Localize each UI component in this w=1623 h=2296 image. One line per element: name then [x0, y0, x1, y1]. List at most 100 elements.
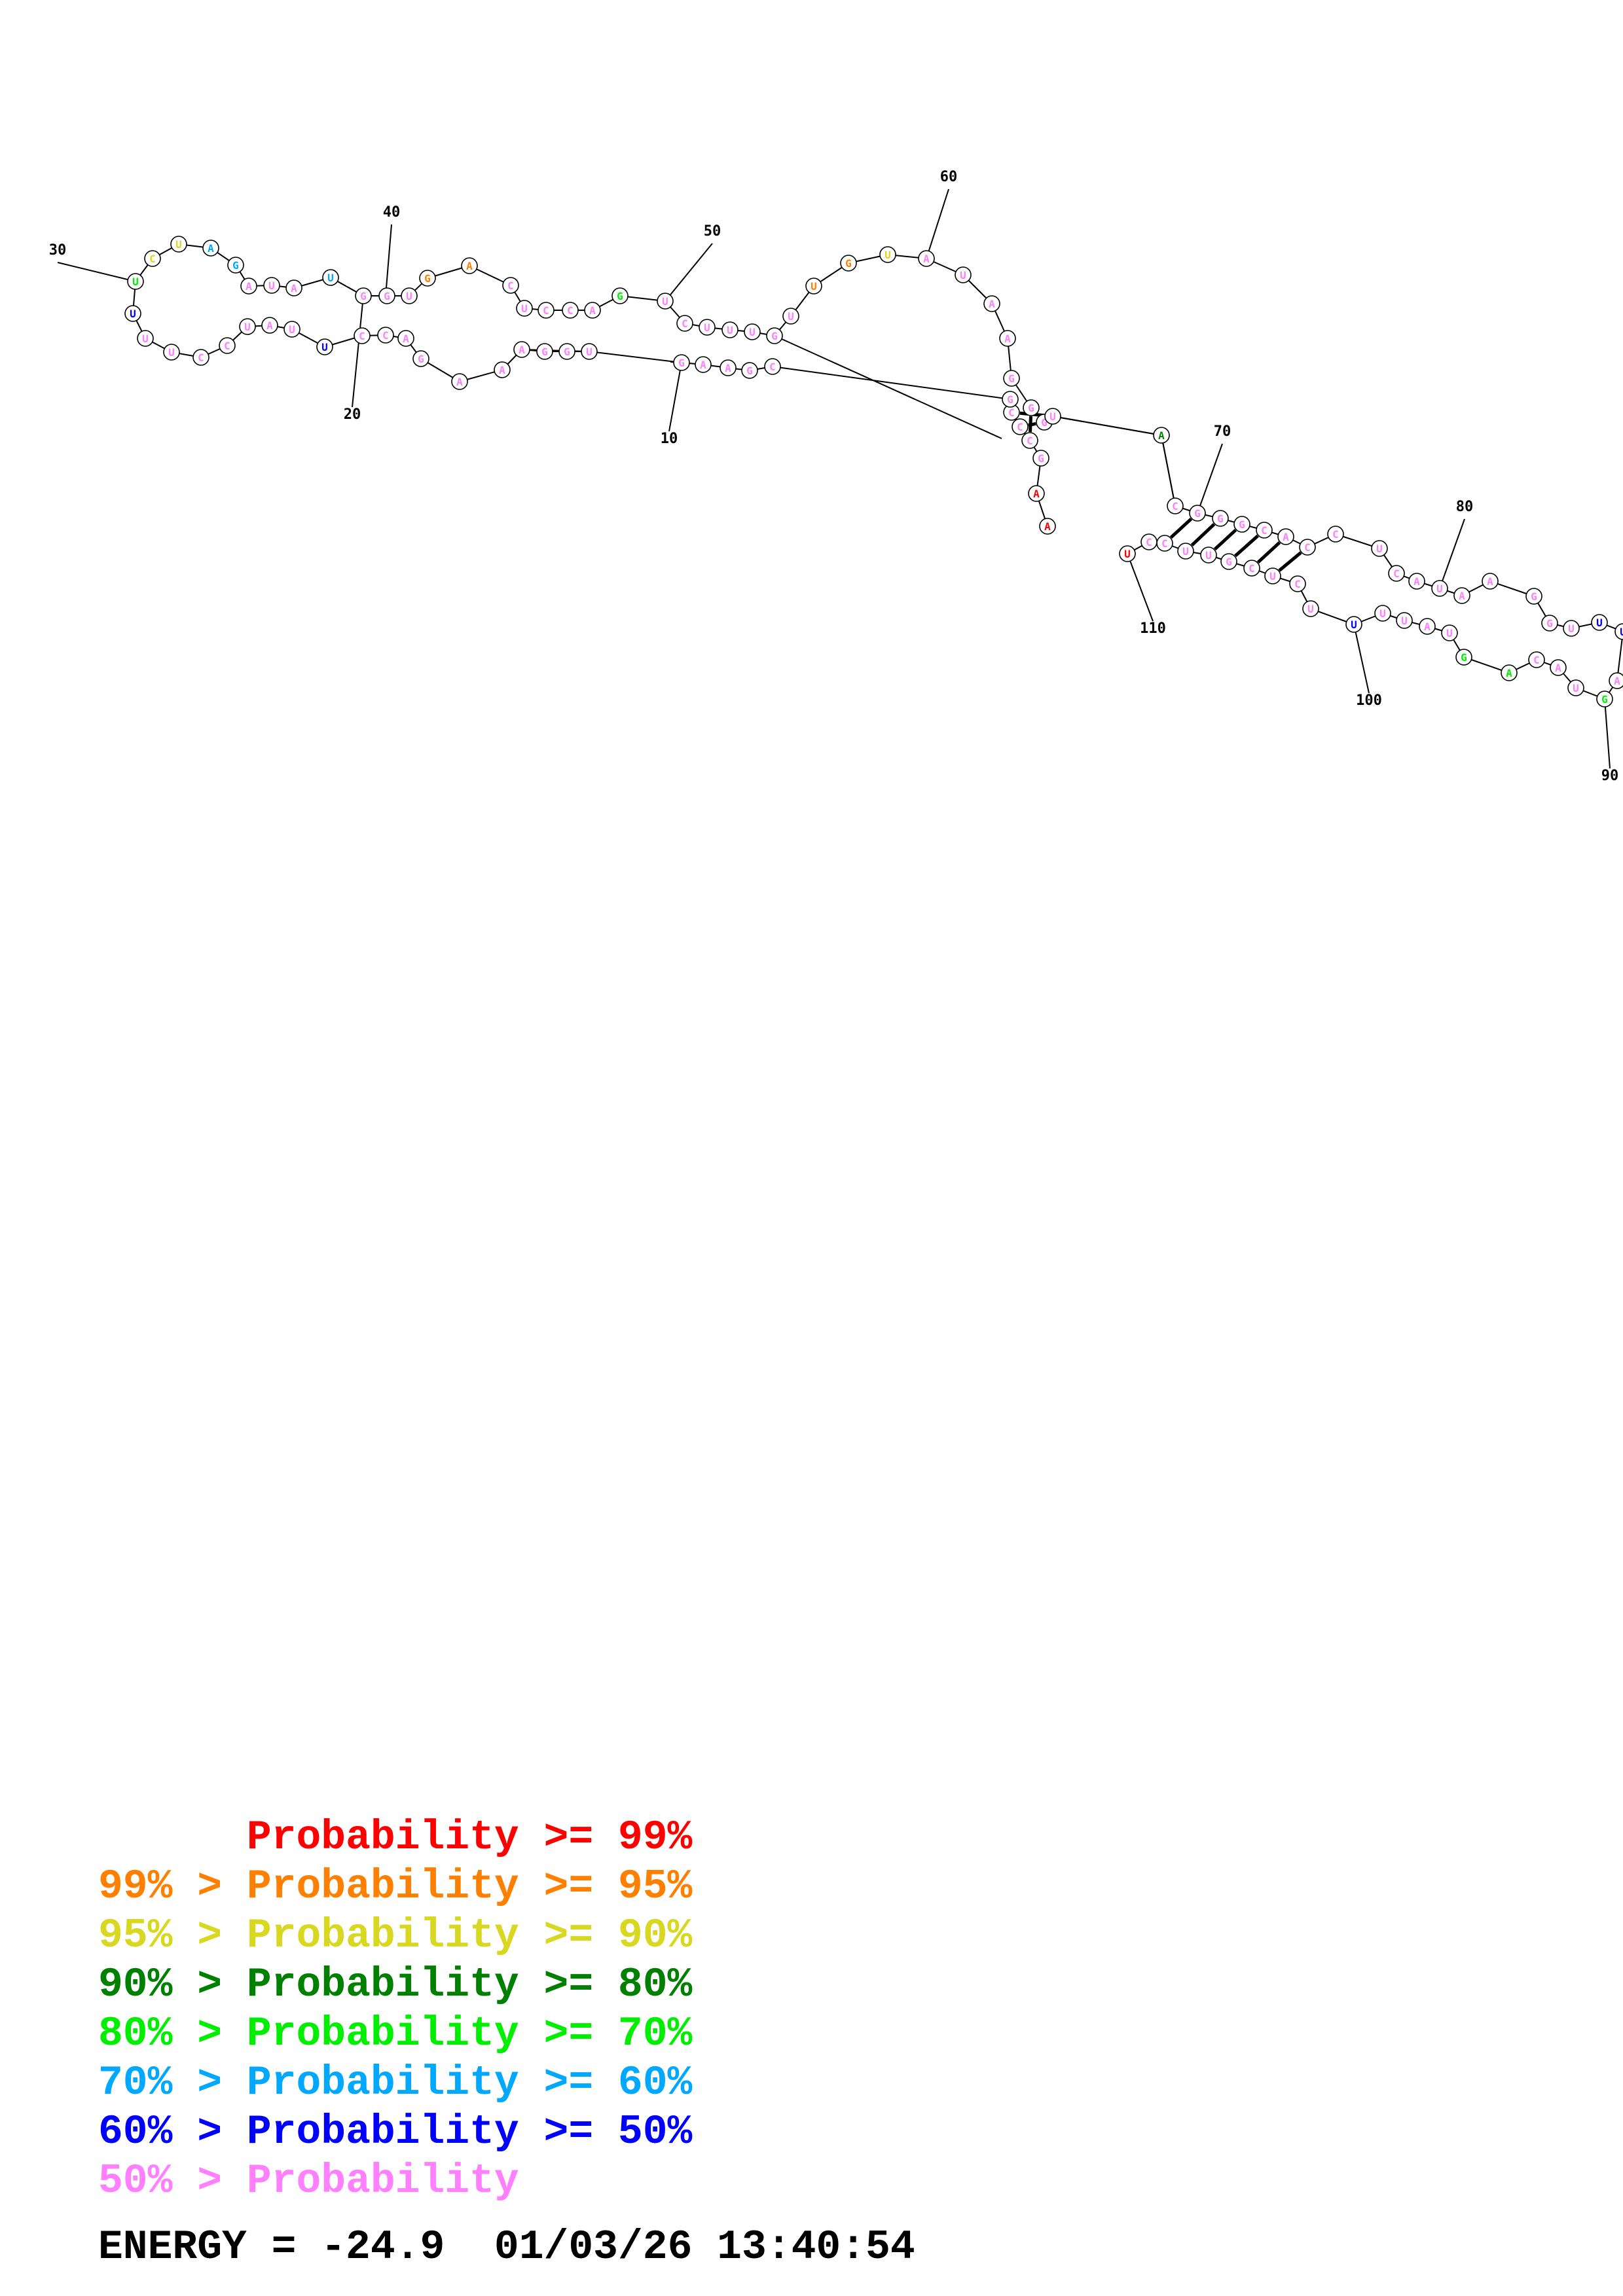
position-label: 10: [661, 431, 678, 447]
nucleotide-circle: [1501, 664, 1518, 681]
nucleotide: U: [163, 344, 180, 361]
nucleotide: G: [1233, 516, 1250, 533]
nucleotide-circle: [558, 343, 575, 360]
nucleotide: U: [1614, 623, 1623, 640]
nucleotide-letter: U: [884, 249, 891, 261]
nucleotide-circle: [1044, 408, 1061, 425]
nucleotide-circle: [316, 338, 333, 355]
nucleotide-letter: C: [1027, 435, 1033, 447]
nucleotide-circle: [1012, 418, 1029, 435]
nucleotide-letter: A: [989, 298, 995, 310]
nucleotide: A: [1039, 518, 1056, 535]
nucleotide-letter: G: [1008, 372, 1015, 385]
nucleotide-letter: U: [1379, 607, 1386, 620]
legend-threshold: 60% >: [98, 2109, 247, 2155]
nucleotide: U: [401, 287, 418, 304]
nucleotide-letter: U: [1376, 543, 1383, 555]
nucleotide-circle: [263, 277, 280, 294]
nucleotide-letter: U: [1573, 682, 1579, 694]
nucleotide-circle: [1233, 516, 1250, 533]
position-tick: [926, 188, 949, 259]
nucleotide: U: [283, 321, 301, 338]
nucleotide: U: [955, 266, 972, 283]
nucleotide: C: [1256, 522, 1273, 539]
legend-threshold: 50% >: [98, 2158, 247, 2204]
nucleotide: U: [1177, 543, 1194, 560]
nucleotide: G: [419, 270, 436, 287]
nucleotide: C: [144, 250, 161, 267]
legend-range: Probability >= 70%: [246, 2011, 693, 2057]
nucleotide-letter: A: [1413, 575, 1420, 588]
nucleotide-letter: A: [1424, 620, 1431, 633]
nucleotide-circle: [1299, 539, 1316, 556]
nucleotide-letter: G: [678, 357, 685, 369]
nucleotide: G: [1596, 691, 1613, 708]
nucleotide: U: [1567, 679, 1584, 696]
nucleotide-circle: [879, 246, 896, 263]
nucleotide-letter: U: [406, 290, 412, 302]
position-label: 30: [49, 242, 67, 259]
nucleotide-letter: G: [1038, 452, 1044, 465]
nucleotide-circle: [377, 327, 394, 344]
nucleotide-circle: [1614, 623, 1623, 640]
nucleotide-circle: [1441, 624, 1458, 641]
nucleotide: C: [1327, 526, 1344, 543]
nucleotide-letter: C: [1017, 421, 1023, 433]
nucleotide: C: [764, 358, 781, 375]
nucleotide-letter: U: [1596, 617, 1603, 629]
nucleotide-circle: [720, 359, 737, 376]
nucleotide: C: [219, 337, 236, 354]
nucleotide: U: [1431, 580, 1448, 597]
nucleotide-circle: [163, 344, 180, 361]
nucleotide-letter: C: [1304, 541, 1311, 554]
nucleotide-letter: U: [1351, 619, 1357, 631]
position-tick-lines: [57, 188, 1611, 769]
legend-threshold: 95% >: [98, 1912, 247, 1959]
timestamp: 01/03/26 13:40:54: [494, 2224, 915, 2270]
nucleotide-circle: [955, 266, 972, 283]
nucleotide-letter: U: [1436, 583, 1443, 595]
nucleotide: A: [1028, 485, 1045, 502]
nucleotide-circle: [766, 327, 783, 344]
nucleotide-letter: G: [418, 353, 424, 365]
nucleotide-letter: U: [1049, 410, 1056, 423]
nucleotide-letter: A: [1459, 590, 1465, 602]
nucleotide-letter: A: [291, 282, 297, 295]
nucleotide: A: [1153, 427, 1170, 444]
position-tick: [1353, 624, 1370, 694]
nucleotide-letter: C: [224, 340, 230, 352]
nucleotide-letter: G: [1007, 393, 1013, 406]
nucleotide: U: [1371, 540, 1388, 557]
nucleotide-letter: A: [456, 376, 463, 388]
nucleotide-letter: C: [567, 304, 574, 317]
nucleotide: C: [1167, 497, 1184, 514]
nucleotide-circle: [419, 270, 436, 287]
nucleotide: A: [695, 356, 712, 373]
nucleotide-letter: A: [589, 304, 596, 317]
nucleotide: U: [699, 319, 716, 336]
nucleotide: G: [558, 343, 575, 360]
nucleotide-circle: [840, 255, 857, 272]
nucleotide-circle: [695, 356, 712, 373]
nucleotide-circle: [1177, 543, 1194, 560]
nucleotide: A: [720, 359, 737, 376]
nucleotide-circle: [1374, 605, 1391, 622]
nucleotide-circle: [1028, 485, 1045, 502]
nucleotide-circle: [721, 321, 739, 338]
nucleotide-circle: [285, 279, 302, 296]
nucleotide-letter: C: [1332, 528, 1339, 541]
legend-row: 99% > Probability >= 95%: [98, 1862, 692, 1911]
nucleotide-letter: U: [1307, 603, 1314, 615]
nucleotide-circle: [538, 302, 555, 319]
nucleotide-circle: [239, 318, 256, 335]
nucleotide: C: [1289, 575, 1306, 592]
nucleotide-letter: U: [704, 321, 710, 334]
nucleotide-circle: [137, 330, 154, 347]
position-tick: [1127, 553, 1154, 622]
nucleotide: G: [840, 255, 857, 272]
nucleotide-circle: [584, 302, 601, 319]
position-tick: [668, 362, 682, 432]
nucleotide-circle: [1302, 600, 1319, 617]
nucleotide-circle: [1200, 547, 1217, 564]
